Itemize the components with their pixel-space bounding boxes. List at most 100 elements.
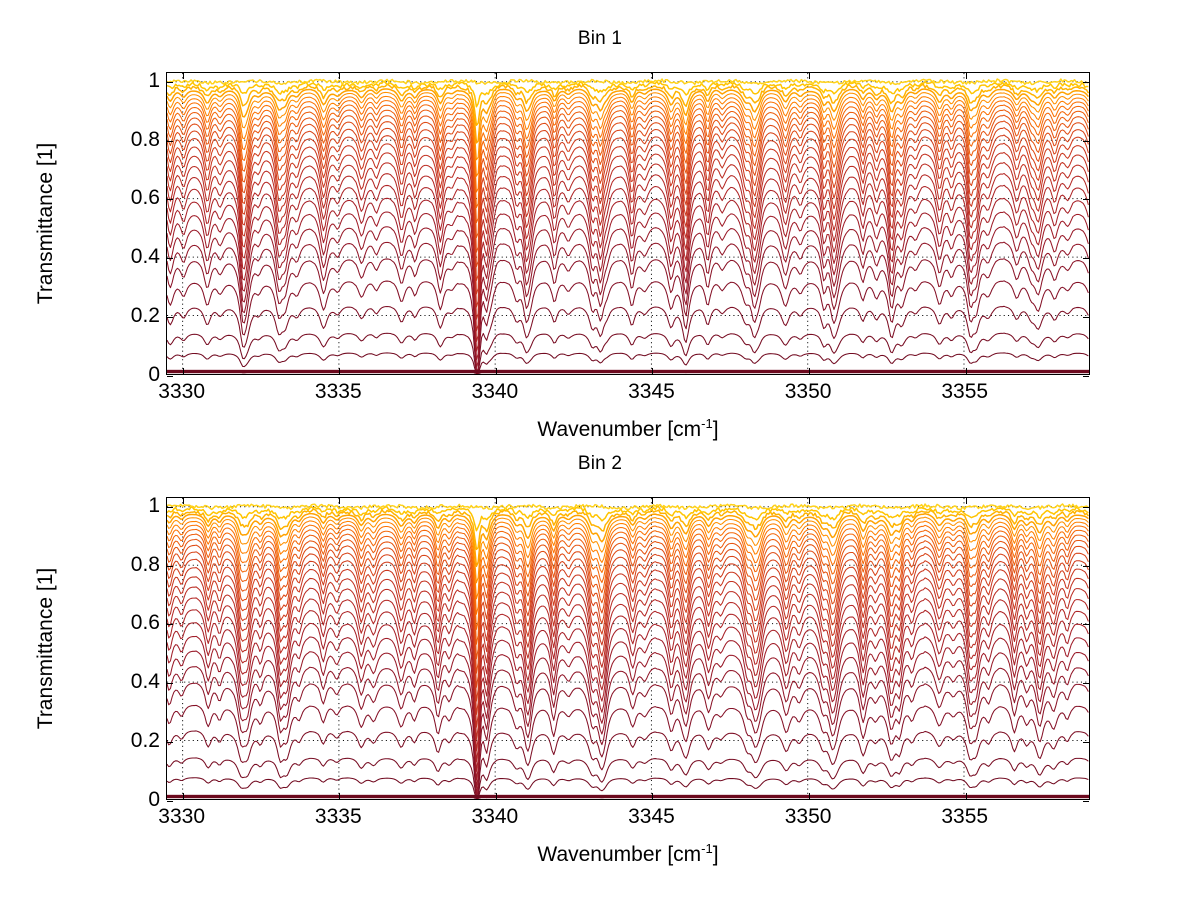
- spectrum-line: [167, 352, 1089, 374]
- y-tick-mark: [1083, 506, 1089, 508]
- x-axis-label-superscript-2: -1: [701, 841, 713, 856]
- x-tick-label: 3330: [158, 805, 206, 828]
- spectrum-line: [167, 551, 1089, 688]
- spectrum-line: [167, 666, 1089, 795]
- y-tick-mark: [1083, 742, 1089, 744]
- x-tick-mark: [495, 73, 497, 79]
- y-tick-mark: [167, 199, 173, 201]
- spectrum-line: [167, 635, 1089, 781]
- y-tick-label: 0: [148, 363, 160, 386]
- spectrum-line: [167, 241, 1089, 374]
- x-tick-label: 3345: [628, 380, 675, 403]
- x-tick-mark: [182, 73, 184, 79]
- x-tick-label: 3355: [941, 380, 989, 403]
- spectrum-line: [167, 622, 1089, 772]
- plot-area-bin-1: [167, 73, 1089, 374]
- x-tick-mark: [339, 793, 341, 799]
- y-tick-mark: [167, 506, 173, 508]
- y-tick-mark: [1083, 624, 1089, 626]
- x-tick-mark: [339, 368, 341, 374]
- x-axis-label-tail-2: ]: [712, 843, 719, 866]
- y-tick-label: 1: [148, 493, 160, 517]
- y-tick-mark: [167, 742, 173, 744]
- spectrum-line: [167, 134, 1089, 281]
- spectrum-line: [167, 567, 1089, 715]
- x-tick-mark: [495, 368, 497, 374]
- y-axis-label-2: Transmittance [1]: [34, 567, 57, 730]
- y-tick-mark: [1083, 801, 1089, 802]
- y-tick-label: 0.8: [130, 552, 160, 576]
- x-tick-mark: [495, 498, 497, 504]
- plot-title-bin-2: Bin 2: [577, 453, 623, 474]
- x-tick-mark: [965, 498, 967, 504]
- x-tick-label: 3350: [784, 380, 832, 403]
- y-tick-labels-1: 0 0.2 0.4 0.6 0.8 1: [96, 68, 160, 386]
- x-tick-label: 3335: [314, 380, 362, 403]
- y-tick-label: 0.6: [130, 611, 160, 635]
- axes-bin-2: [166, 497, 1090, 802]
- y-axis-label-wrap-1: Transmittance [1]: [34, 72, 68, 375]
- y-tick-label: 0: [148, 788, 160, 811]
- spectrum-line: [167, 80, 1089, 108]
- y-tick-mark: [167, 624, 173, 626]
- spectrum-line: [167, 109, 1089, 224]
- x-tick-mark: [652, 793, 654, 799]
- spectrum-line: [167, 597, 1089, 752]
- spectrum-line: [167, 586, 1089, 741]
- y-tick-mark: [1083, 258, 1089, 260]
- spectrum-line: [167, 91, 1089, 161]
- x-tick-mark: [652, 368, 654, 374]
- spectrum-line: [167, 99, 1089, 193]
- x-tick-label: 3330: [158, 380, 206, 403]
- y-axis-label-wrap-2: Transmittance [1]: [34, 497, 68, 800]
- x-tick-mark: [339, 498, 341, 504]
- spectrum-line: [167, 172, 1089, 332]
- x-axis-label-1: Wavenumber [cm-1]: [166, 416, 1090, 442]
- x-tick-mark: [182, 368, 184, 374]
- y-tick-label: 1: [148, 68, 160, 92]
- spectrum-line: [167, 682, 1089, 799]
- y-tick-mark: [1083, 199, 1089, 201]
- plot-title-bin-1: Bin 1: [577, 28, 623, 49]
- y-tick-label: 0.2: [130, 304, 160, 328]
- spectrum-line: [167, 226, 1089, 368]
- x-tick-label: 3355: [941, 805, 989, 828]
- x-tick-mark: [339, 73, 341, 79]
- axes-bin-1: [166, 72, 1090, 377]
- x-axis-label-superscript-1: -1: [701, 416, 713, 431]
- spectrum-line: [167, 127, 1089, 268]
- baseline-band: [167, 369, 1089, 374]
- y-tick-mark: [1083, 140, 1089, 142]
- y-tick-label: 0.4: [130, 245, 160, 269]
- spectrum-line: [167, 197, 1089, 352]
- y-tick-mark: [1083, 317, 1089, 319]
- spectrum-line: [167, 78, 1089, 86]
- y-tick-mark: [1083, 81, 1089, 83]
- spectrum-line: [167, 524, 1089, 615]
- x-tick-mark: [809, 73, 811, 79]
- spectrum-line: [167, 508, 1089, 551]
- spectrum-line: [167, 151, 1089, 308]
- y-axis-label-1: Transmittance [1]: [34, 142, 57, 305]
- x-tick-mark: [965, 793, 967, 799]
- spectrum-line: [167, 528, 1089, 630]
- y-tick-mark: [167, 683, 173, 685]
- y-tick-mark: [167, 317, 173, 319]
- spectrum-line: [167, 516, 1089, 584]
- y-tick-label: 0.2: [130, 729, 160, 753]
- x-axis-label-text-1: Wavenumber [cm: [537, 418, 702, 441]
- spectra-lines-bin-2: [167, 498, 1089, 799]
- subplot-bin-2: Bin 2 Transmittance [1] 0 0.2 0.4 0.6 0.8 1 3…: [0, 425, 1200, 901]
- spectrum-line: [167, 512, 1089, 568]
- spectrum-line: [167, 609, 1089, 763]
- spectrum-line: [167, 520, 1089, 600]
- x-axis-label-text-2: Wavenumber [cm: [537, 843, 702, 866]
- spectrum-line: [167, 533, 1089, 645]
- x-tick-label: 3340: [471, 805, 519, 828]
- spectrum-line: [167, 505, 1089, 532]
- x-tick-mark: [652, 73, 654, 79]
- spectrum-line: [167, 258, 1089, 374]
- x-tick-mark: [809, 793, 811, 799]
- x-tick-mark: [182, 498, 184, 504]
